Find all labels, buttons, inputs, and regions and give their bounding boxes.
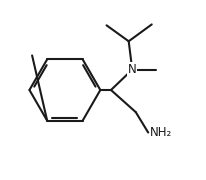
Text: N: N <box>128 63 137 76</box>
Text: NH₂: NH₂ <box>150 126 173 139</box>
